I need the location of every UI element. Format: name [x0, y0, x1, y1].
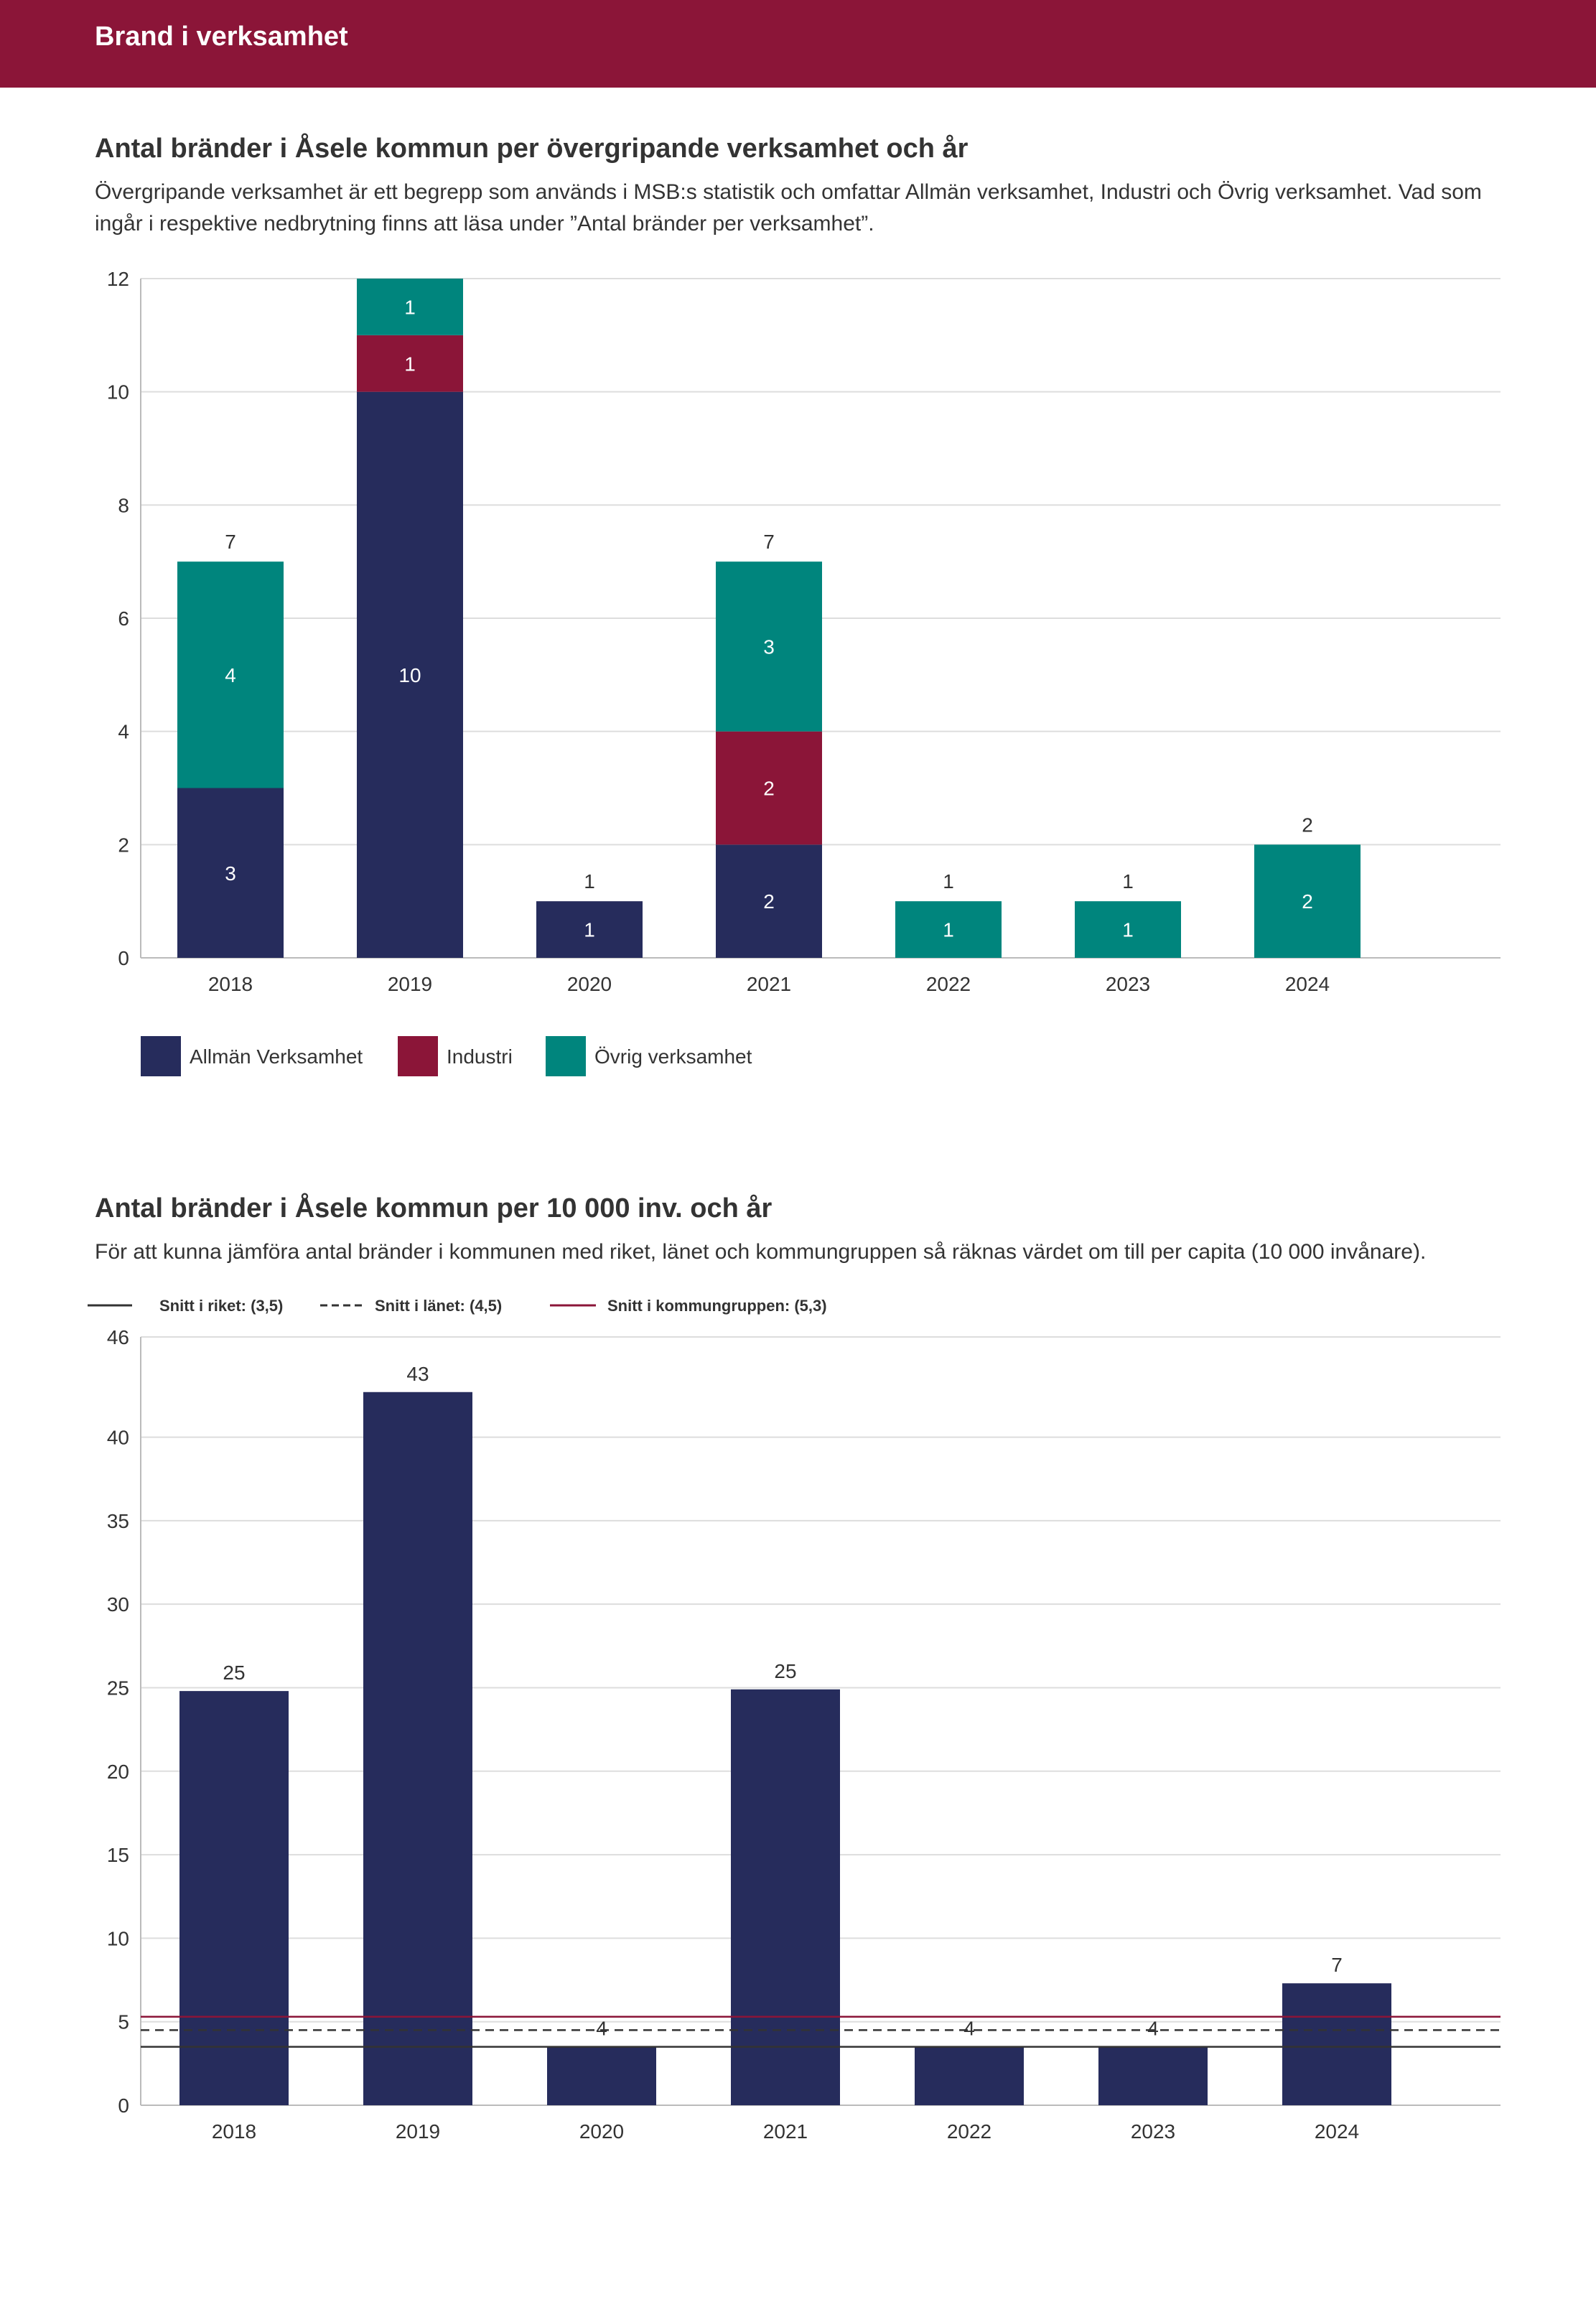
y-tick-label: 12 — [107, 268, 129, 290]
x-tick-label: 2019 — [388, 973, 432, 995]
x-tick-label: 2021 — [747, 973, 791, 995]
bar-segment — [716, 731, 822, 845]
segment-value-label: 1 — [1122, 919, 1134, 941]
bar-segment — [716, 561, 822, 732]
bar — [179, 1691, 289, 2105]
reference-legend-label: Snitt i riket: (3,5) — [159, 1297, 283, 1315]
y-tick-label: 5 — [118, 2011, 129, 2033]
y-tick-label: 4 — [118, 721, 129, 743]
x-tick-label: 2021 — [763, 2120, 808, 2143]
header-title: Brand i verksamhet — [95, 22, 348, 52]
x-tick-label: 2024 — [1285, 973, 1330, 995]
segment-value-label: 1 — [584, 919, 595, 941]
bar-value-label: 4 — [1147, 2018, 1159, 2040]
bar-value-label: 4 — [596, 2018, 607, 2040]
y-tick-label: 25 — [107, 1677, 129, 1699]
y-tick-label: 20 — [107, 1761, 129, 1783]
segment-value-label: 3 — [763, 635, 775, 658]
y-tick-label: 15 — [107, 1844, 129, 1866]
total-label: 1 — [943, 870, 954, 892]
x-tick-label: 2023 — [1131, 2120, 1175, 2143]
total-label: 7 — [225, 531, 236, 553]
segment-value-label: 4 — [225, 664, 236, 686]
legend-swatch — [398, 1036, 438, 1076]
bar — [547, 2046, 656, 2105]
y-tick-label: 46 — [107, 1326, 129, 1348]
legend-swatch — [546, 1036, 586, 1076]
x-tick-label: 2019 — [396, 2120, 440, 2143]
y-tick-label: 2 — [118, 834, 129, 856]
bar — [1098, 2046, 1208, 2105]
bar-segment — [716, 844, 822, 958]
stacked-bar-chart: 0246810123472018101120191120202237202111… — [107, 268, 1501, 1076]
y-tick-label: 10 — [107, 381, 129, 404]
legend-swatch — [141, 1036, 181, 1076]
bar-segment — [357, 391, 463, 958]
total-label: 7 — [763, 531, 775, 553]
section2-description: För att kunna jämföra antal bränder i ko… — [95, 1240, 1427, 1264]
x-tick-label: 2018 — [208, 973, 253, 995]
bar — [1282, 1983, 1391, 2105]
segment-value-label: 1 — [404, 296, 416, 318]
bar — [915, 2046, 1024, 2105]
y-tick-label: 30 — [107, 1593, 129, 1616]
bar-value-label: 4 — [963, 2018, 975, 2040]
y-tick-label: 0 — [118, 947, 129, 969]
reference-legend-label: Snitt i kommungruppen: (5,3) — [607, 1297, 827, 1315]
reference-legend-label: Snitt i länet: (4,5) — [375, 1297, 502, 1315]
bar-segment — [177, 561, 284, 788]
bar-segment — [1075, 901, 1181, 958]
y-tick-label: 0 — [118, 2094, 129, 2117]
segment-value-label: 2 — [1302, 890, 1313, 913]
x-tick-label: 2023 — [1106, 973, 1150, 995]
section1-description: Övergripande verksamhet är ett begrepp s… — [95, 180, 1482, 236]
segment-value-label: 3 — [225, 862, 236, 885]
header-bar: Brand i verksamhet — [0, 0, 1596, 88]
bar — [363, 1392, 472, 2105]
x-tick-label: 2020 — [579, 2120, 624, 2143]
y-tick-label: 35 — [107, 1510, 129, 1532]
segment-value-label: 2 — [763, 778, 775, 800]
x-tick-label: 2020 — [567, 973, 612, 995]
bar-segment — [536, 901, 643, 958]
section1-title: Antal bränder i Åsele kommun per övergri… — [95, 134, 969, 164]
bar-segment — [177, 788, 284, 958]
bar-segment — [895, 901, 1002, 958]
total-label: 1 — [584, 870, 595, 892]
y-tick-label: 8 — [118, 494, 129, 516]
total-label: 1 — [1122, 870, 1134, 892]
segment-value-label: 1 — [943, 919, 954, 941]
legend-label: Allmän Verksamhet — [190, 1045, 363, 1068]
segment-value-label: 2 — [763, 890, 775, 913]
bar-segment — [1254, 844, 1361, 958]
segment-value-label: 1 — [404, 353, 416, 375]
bar — [731, 1689, 840, 2105]
y-tick-label: 40 — [107, 1427, 129, 1449]
x-tick-label: 2018 — [212, 2120, 256, 2143]
legend-label: Industri — [447, 1045, 513, 1068]
bar-segment — [357, 335, 463, 392]
y-tick-label: 10 — [107, 1927, 129, 1949]
x-tick-label: 2022 — [926, 973, 971, 995]
segment-value-label: 10 — [398, 664, 421, 686]
total-label: 2 — [1302, 814, 1313, 836]
x-tick-label: 2022 — [947, 2120, 991, 2143]
bar-value-label: 25 — [774, 1660, 796, 1682]
bar-segment — [357, 279, 463, 335]
legend-label: Övrig verksamhet — [594, 1045, 752, 1068]
bar-value-label: 43 — [406, 1363, 429, 1385]
section2-title: Antal bränder i Åsele kommun per 10 000 … — [95, 1193, 773, 1224]
bar-value-label: 7 — [1331, 1954, 1343, 1976]
bar-value-label: 25 — [223, 1661, 245, 1684]
x-tick-label: 2024 — [1315, 2120, 1359, 2143]
y-tick-label: 6 — [118, 607, 129, 630]
